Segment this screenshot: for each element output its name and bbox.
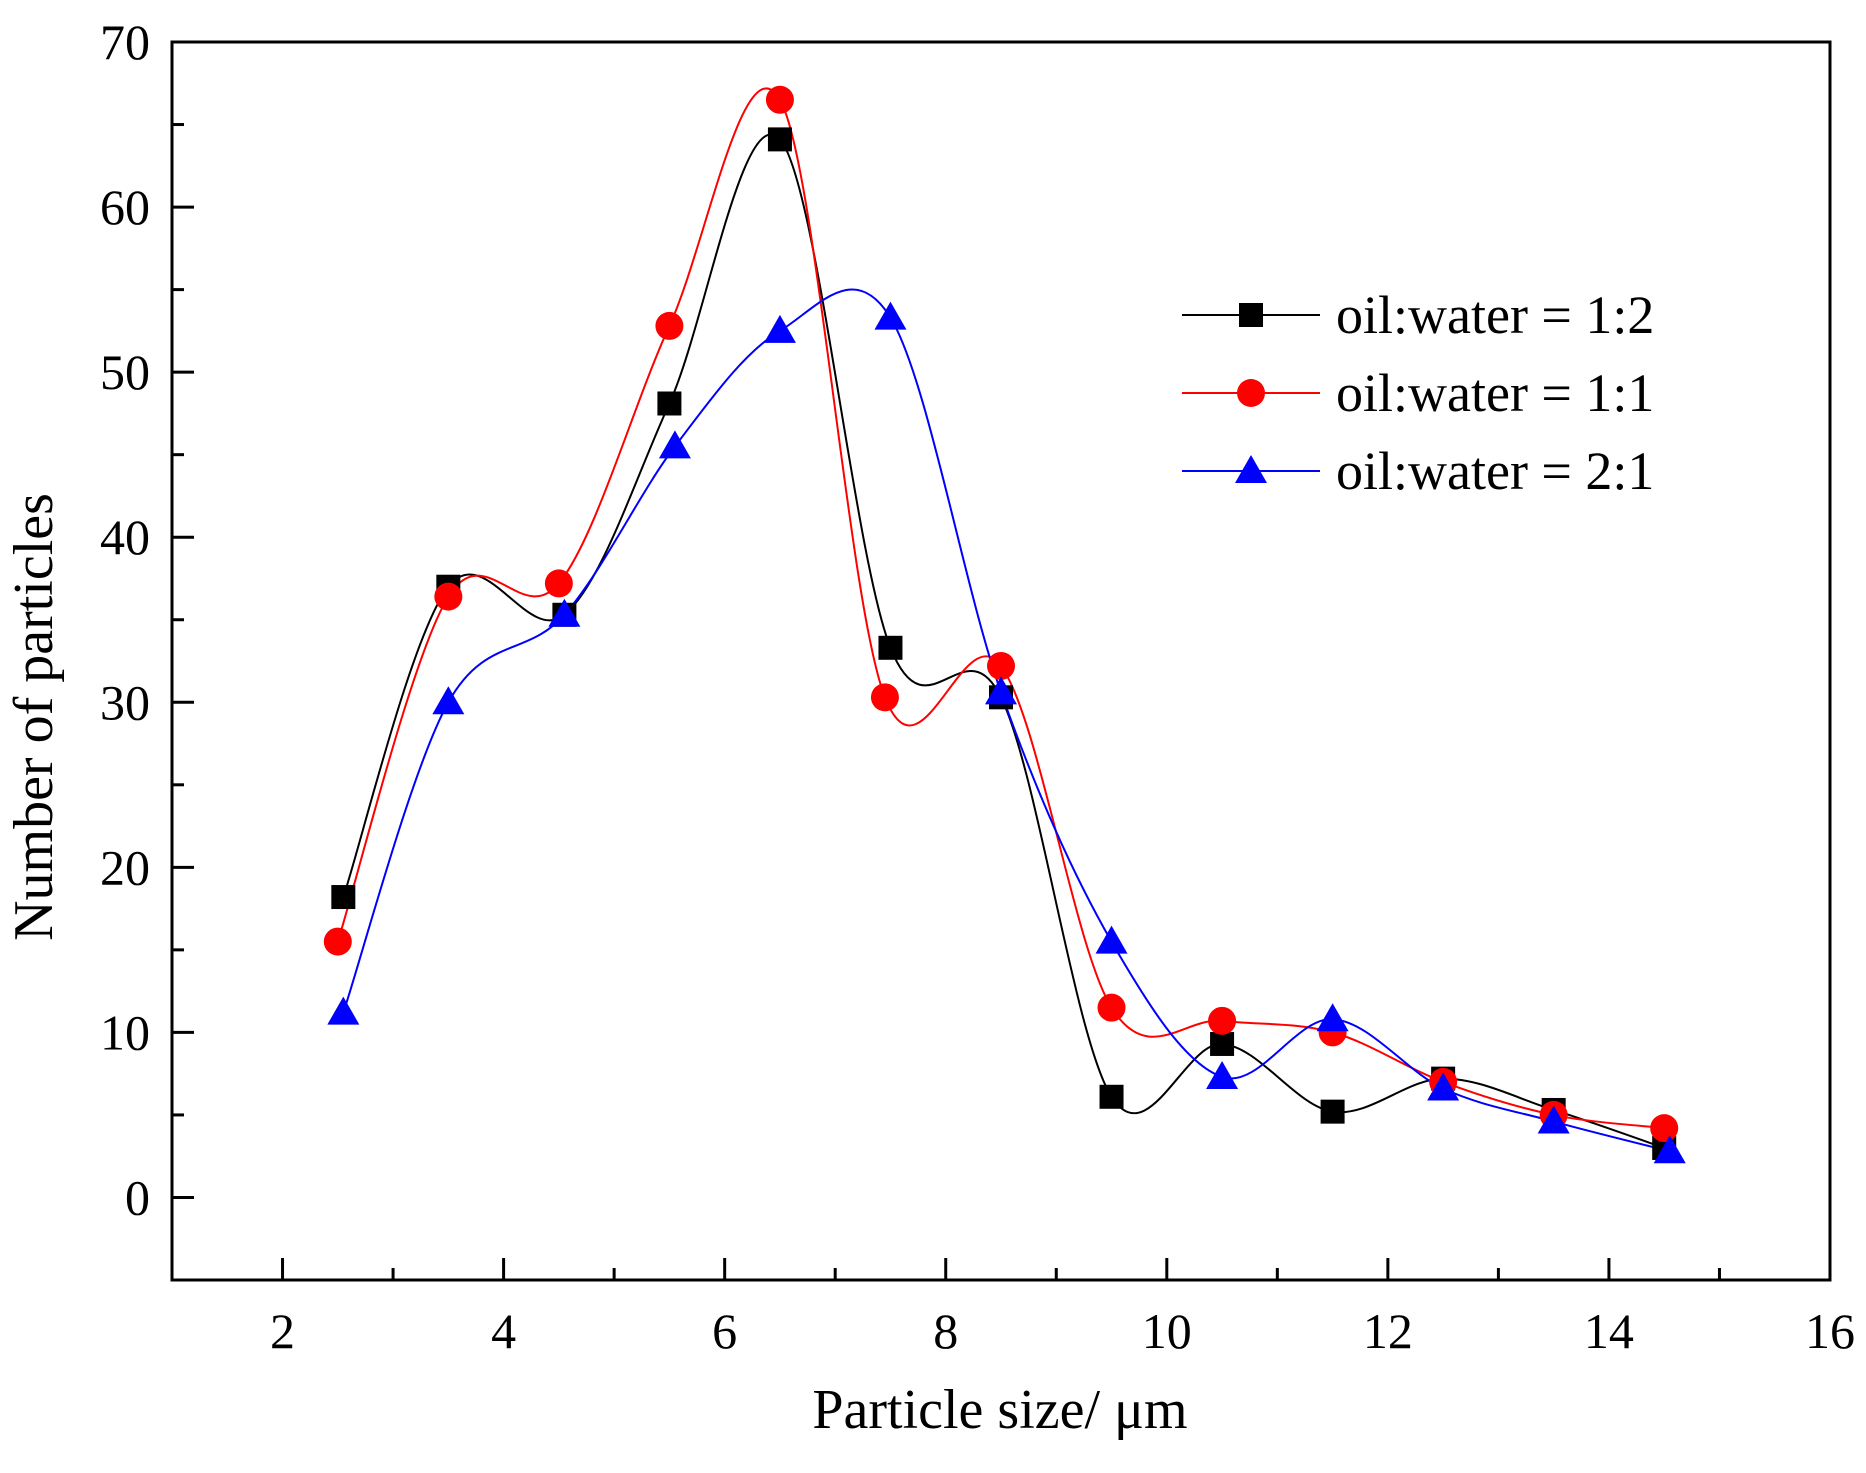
y-tick-label: 0	[125, 1169, 150, 1225]
plot-frame	[170, 40, 1832, 1282]
data-point-square	[767, 127, 792, 152]
data-point-triangle	[874, 301, 907, 330]
y-axis-title: Number of particles	[3, 493, 65, 941]
x-tick-label: 16	[1805, 1303, 1855, 1359]
data-point-circle	[1097, 993, 1126, 1022]
x-axis-title: Particle size/ μm	[812, 1379, 1187, 1441]
data-point-square	[1320, 1099, 1345, 1124]
x-tick-label: 12	[1363, 1303, 1413, 1359]
series-curves	[336, 87, 1670, 1153]
y-tick-label: 70	[100, 14, 150, 70]
x-tick-label: 8	[933, 1303, 958, 1359]
data-point-triangle	[658, 430, 691, 459]
x-tick-label: 4	[491, 1303, 516, 1359]
data-point-triangle	[548, 598, 581, 627]
legend-marker-triangle	[1235, 455, 1267, 483]
x-tick-label: 6	[712, 1303, 737, 1359]
data-point-triangle	[985, 676, 1017, 705]
data-point-triangle	[1316, 1003, 1349, 1032]
data-point-circle	[544, 569, 573, 598]
data-point-square	[878, 635, 903, 660]
data-point-triangle	[763, 314, 796, 343]
data-point-square	[1210, 1031, 1235, 1056]
y-tick-label: 20	[100, 839, 150, 895]
legend-marker-square	[1239, 303, 1263, 327]
legend-marker-circle	[1237, 379, 1265, 407]
data-point-triangle	[1095, 925, 1128, 954]
data-point-circle	[870, 683, 899, 712]
data-point-square	[331, 885, 356, 910]
x-tick-label: 2	[270, 1303, 295, 1359]
legend-label: oil:water = 1:1	[1336, 363, 1654, 423]
data-point-triangle	[1206, 1060, 1239, 1089]
data-point-triangle	[1427, 1072, 1460, 1101]
y-tick-label: 30	[100, 674, 150, 730]
data-point-triangle	[1537, 1105, 1570, 1134]
data-point-triangle	[432, 686, 465, 715]
x-tick-label: 10	[1142, 1303, 1192, 1359]
y-tick-label: 60	[100, 179, 150, 235]
data-point-circle	[765, 85, 794, 114]
legend-label: oil:water = 2:1	[1336, 441, 1654, 501]
data-point-circle	[1208, 1006, 1237, 1035]
data-point-triangle	[1653, 1135, 1686, 1164]
data-point-circle	[987, 651, 1015, 680]
y-tick-label: 50	[100, 344, 150, 400]
data-point-circle	[1650, 1114, 1679, 1143]
data-point-square	[657, 391, 682, 416]
series-line-2	[336, 87, 1665, 1130]
tick-labels: 2 4 6 8 10 12 14 16 0 10 20 30 40 50 60 70	[100, 14, 1855, 1359]
x-tick-label: 14	[1584, 1303, 1634, 1359]
y-tick-label: 40	[100, 509, 150, 565]
series-markers	[323, 85, 1686, 1164]
legend-label: oil:water = 1:2	[1336, 285, 1654, 345]
axis-ticks	[172, 40, 1832, 1280]
data-point-circle	[323, 927, 352, 956]
data-point-circle	[434, 582, 463, 611]
data-point-circle	[655, 311, 684, 340]
series-line-3	[342, 288, 1670, 1153]
data-point-triangle	[327, 996, 360, 1025]
legend: oil:water = 1:2 oil:water = 1:1 oil:water …	[1182, 285, 1654, 501]
data-point-square	[1099, 1084, 1124, 1109]
y-tick-label: 10	[100, 1004, 150, 1060]
